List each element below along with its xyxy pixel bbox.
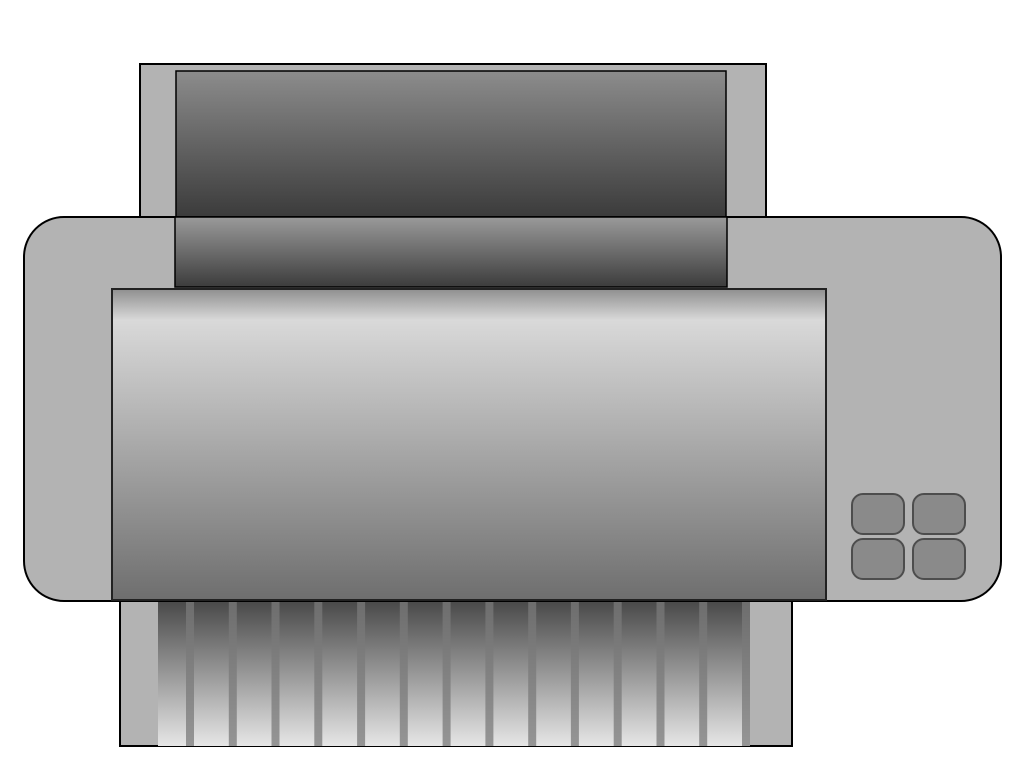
output-slot-stripe bbox=[613, 602, 622, 746]
output-slot-stripe bbox=[528, 602, 537, 746]
output-tray bbox=[119, 589, 793, 747]
output-slot-stripe bbox=[570, 602, 579, 746]
rear-paper-tray bbox=[139, 63, 767, 220]
output-slot-stripes bbox=[186, 602, 750, 746]
output-slot-stripe bbox=[656, 602, 665, 746]
control-button-top-right[interactable] bbox=[912, 493, 966, 535]
output-slot-stripe bbox=[271, 602, 280, 746]
front-cover bbox=[111, 288, 827, 601]
output-slot-stripe bbox=[357, 602, 366, 746]
control-button-bottom-left[interactable] bbox=[851, 538, 905, 580]
output-slot-stripe bbox=[186, 602, 194, 746]
control-button-top-left[interactable] bbox=[851, 493, 905, 535]
output-slot-stripe bbox=[485, 602, 494, 746]
control-button-bottom-right[interactable] bbox=[912, 538, 966, 580]
control-panel bbox=[851, 493, 966, 580]
output-slot-stripe bbox=[228, 602, 237, 746]
output-slot-stripe bbox=[442, 602, 451, 746]
output-slot-stripe bbox=[742, 602, 750, 746]
output-slot-stripe bbox=[314, 602, 323, 746]
output-slot-stripe bbox=[399, 602, 408, 746]
paper-feeder bbox=[174, 216, 728, 288]
output-slot-stripe bbox=[699, 602, 708, 746]
